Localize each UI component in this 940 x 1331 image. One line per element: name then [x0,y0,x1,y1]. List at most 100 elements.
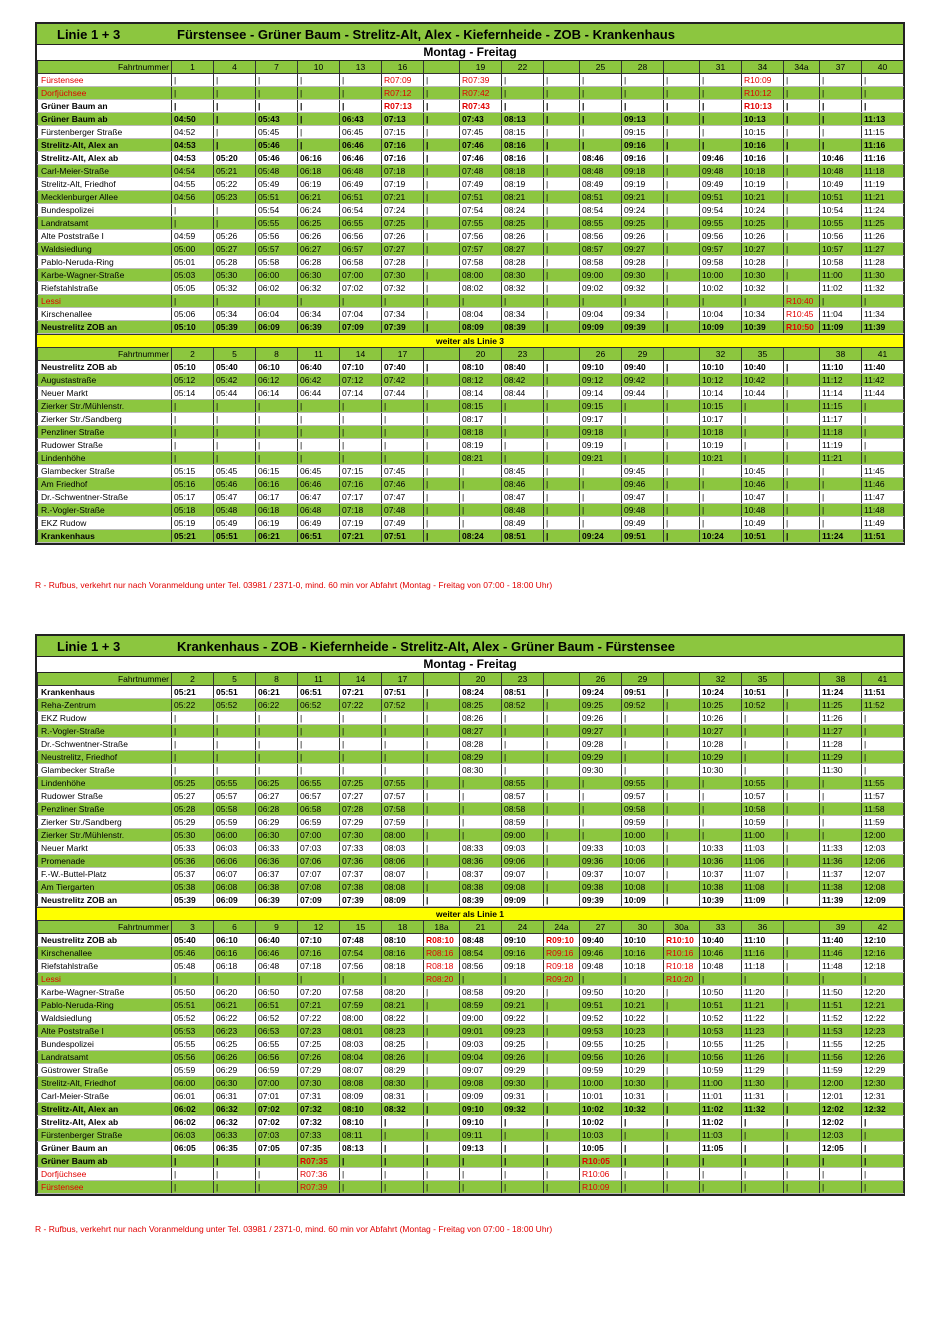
departure-time: | [543,399,580,413]
departure-time: 08:02 [459,281,502,295]
departure-time: 10:24 [699,529,742,543]
departure-time: | [621,399,664,413]
departure-time: 09:18 [501,959,544,973]
departure-time: 11:58 [861,802,904,816]
departure-time: 07:51 [381,685,424,699]
departure-time: | [543,1037,580,1051]
trip-number: 24 [501,921,544,934]
departure-time: 09:21 [501,998,544,1012]
departure-time: R07:43 [459,99,502,113]
trip-number [663,348,700,361]
departure-time: | [663,711,700,725]
departure-time: 11:30 [861,268,904,282]
stop-name: Pablo-Neruda-Ring [37,998,172,1012]
departure-time: | [423,737,460,751]
departure-time: 08:51 [501,685,544,699]
departure-time: 11:53 [819,1024,862,1038]
departure-time: 06:28 [255,802,298,816]
departure-time: | [543,867,580,881]
departure-time: | [861,425,904,439]
departure-time: 06:10 [255,360,298,374]
departure-time: 05:26 [213,229,256,243]
departure-time: 08:30 [459,763,502,777]
departure-time: | [423,229,460,243]
departure-time: | [861,86,904,100]
departure-time: 09:48 [699,164,742,178]
departure-time: | [171,86,214,100]
trip-number [423,673,460,686]
departure-time: | [501,1180,544,1194]
departure-time: 11:55 [861,776,904,790]
departure-time: | [663,1076,700,1090]
stop-name: Neuer Markt [37,841,172,855]
departure-time: 11:29 [741,1063,784,1077]
departure-time: | [783,490,820,504]
departure-time: | [501,425,544,439]
departure-time: | [255,425,298,439]
departure-time: 06:55 [255,1037,298,1051]
departure-time: 12:07 [861,867,904,881]
stop-row: Lessi | | | | | | | | | | | | | | | R10:40 | | [37,294,904,308]
departure-time: 09:11 [459,1128,502,1142]
departure-time: 08:16 [501,138,544,152]
departure-time: | [663,73,700,87]
departure-time: 07:09 [339,320,382,334]
departure-time: | [663,724,700,738]
departure-time: 06:29 [213,1063,256,1077]
departure-time: | [543,242,580,256]
departure-time: 09:57 [699,242,742,256]
trip-number: 29 [621,673,664,686]
departure-time: | [297,86,340,100]
departure-time: | [783,789,820,803]
stop-row: Reha-Zentrum 05:22 05:52 06:22 06:52 07:22 07:… [37,698,904,712]
departure-time: | [543,1024,580,1038]
departure-time: | [381,294,424,308]
departure-time: 06:58 [339,255,382,269]
departure-time: | [663,776,700,790]
departure-time: 08:26 [381,1050,424,1064]
departure-time: 10:16 [741,138,784,152]
departure-time: | [213,425,256,439]
departure-time: | [699,464,742,478]
line-name: Linie 1 + 3 [57,638,121,654]
stop-row: Krankenhaus 05:21 05:51 06:21 06:51 07:21 07:5… [37,685,904,699]
departure-time: 12:02 [819,1102,862,1116]
departure-time: 05:48 [255,164,298,178]
departure-time: | [783,190,820,204]
departure-time: | [579,86,622,100]
departure-time: 10:30 [699,763,742,777]
trip-number: 1 [171,61,214,74]
departure-time: 05:03 [171,268,214,282]
departure-time: 06:37 [255,867,298,881]
departure-time: 10:48 [819,164,862,178]
departure-time: 08:33 [459,841,502,855]
departure-time: | [423,698,460,712]
departure-time: 08:56 [459,959,502,973]
departure-time: 11:03 [741,841,784,855]
departure-time: | [663,1128,700,1142]
departure-time: 07:21 [297,998,340,1012]
departure-time: 12:16 [861,946,904,960]
departure-time: 11:13 [861,112,904,126]
trip-number [663,673,700,686]
departure-time: | [543,451,580,465]
departure-time: 09:49 [699,177,742,191]
departure-time: 11:20 [741,985,784,999]
departure-time: | [381,1115,424,1129]
departure-time: | [423,399,460,413]
departure-time: 05:46 [213,477,256,491]
departure-time: 09:50 [579,985,622,999]
departure-time: 07:48 [381,503,424,517]
header-label: Fahrtnummer [37,921,172,934]
stop-row: Dorfjüchsee | | | | | R07:12 | R07:42 | | | | | | R10:1… [37,86,904,100]
departure-time: 07:21 [339,685,382,699]
departure-time: | [663,425,700,439]
departure-time: 07:30 [339,828,382,842]
departure-time: | [663,750,700,764]
departure-time: 06:51 [255,998,298,1012]
departure-time: 05:43 [255,112,298,126]
departure-time: | [381,711,424,725]
departure-time: | [501,294,544,308]
trip-number: 2 [171,673,214,686]
departure-time: 11:15 [861,125,904,139]
